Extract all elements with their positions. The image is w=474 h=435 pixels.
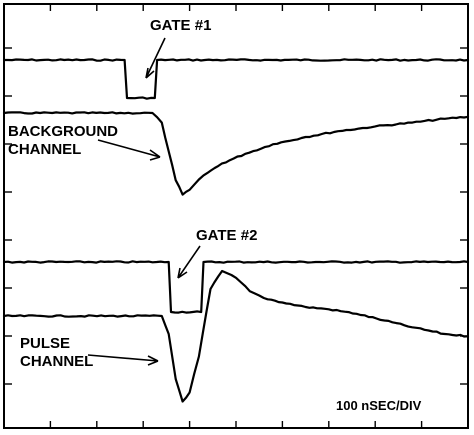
trace-pulse-channel [2, 269, 470, 403]
trace-gate-1 [2, 58, 470, 100]
trace-background-channel [2, 111, 470, 196]
annotation-background-line2: CHANNEL [8, 141, 81, 158]
annotation-gate-2: GATE #2 [196, 227, 257, 244]
arrow-gate-1 [145, 37, 166, 79]
x-axis-scale-label: 100 nSEC/DIV [336, 398, 422, 413]
annotation-background-line1: BACKGROUND [8, 123, 118, 140]
annotation-gate-1: GATE #1 [150, 17, 211, 34]
annotation-pulse-line1: PULSE [20, 335, 70, 352]
arrow-gate-2 [177, 245, 201, 279]
arrow-background-channel [97, 139, 161, 161]
arrow-pulse-channel [87, 354, 159, 366]
axis-ticks [4, 4, 468, 428]
traces [2, 58, 470, 403]
trace-gate-2 [2, 260, 470, 314]
annotation-pulse-line2: CHANNEL [20, 353, 93, 370]
